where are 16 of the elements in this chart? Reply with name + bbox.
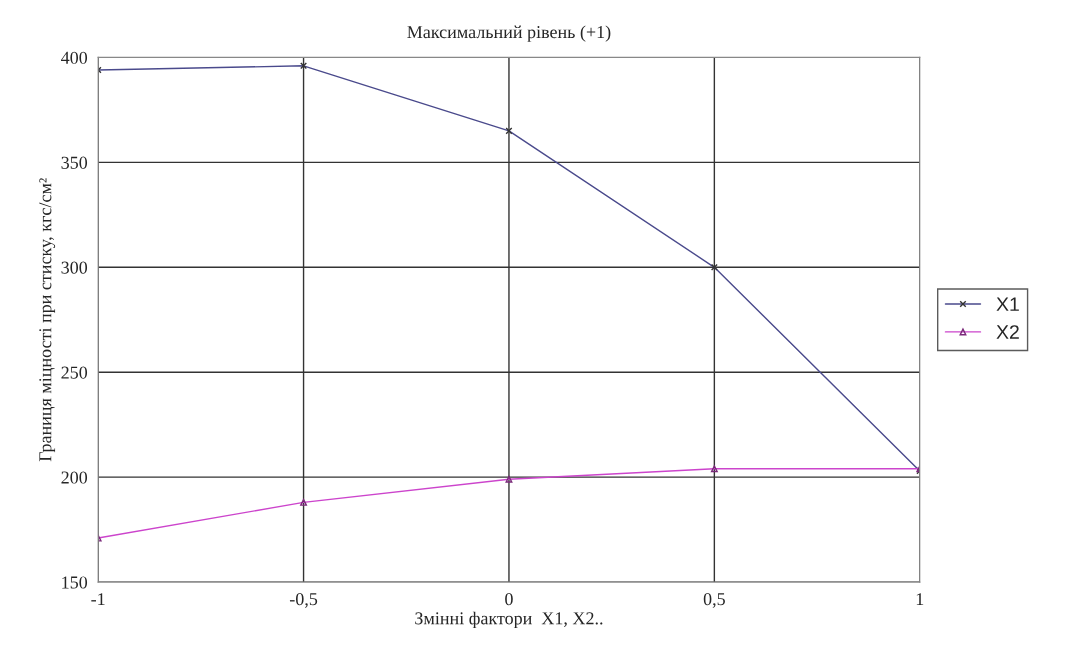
x-axis-title: Змінні фактори X1, X2.. bbox=[415, 611, 603, 629]
y-tick-label: 350 bbox=[61, 156, 88, 169]
y-tick-label: 200 bbox=[61, 471, 88, 484]
y-tick-label: 300 bbox=[61, 261, 88, 274]
y-tick-label: 400 bbox=[61, 51, 88, 64]
y-tick-label: 150 bbox=[62, 576, 88, 589]
x-tick-label: 0,5 bbox=[703, 593, 725, 608]
x-tick-label: 0 bbox=[505, 593, 513, 606]
x-tick-label: -0,5 bbox=[289, 593, 318, 608]
y-tick-label: 250 bbox=[61, 366, 88, 379]
legend-label: X2 bbox=[996, 325, 1019, 339]
chart-title: Максимальний рівень (+1) bbox=[407, 25, 611, 42]
legend-label: X1 bbox=[996, 297, 1019, 311]
y-axis-title: Границя міцності при стиску, кгс/см² bbox=[39, 178, 56, 462]
x-tick-label: 1 bbox=[916, 593, 924, 606]
x-tick-label: -1 bbox=[91, 593, 105, 606]
